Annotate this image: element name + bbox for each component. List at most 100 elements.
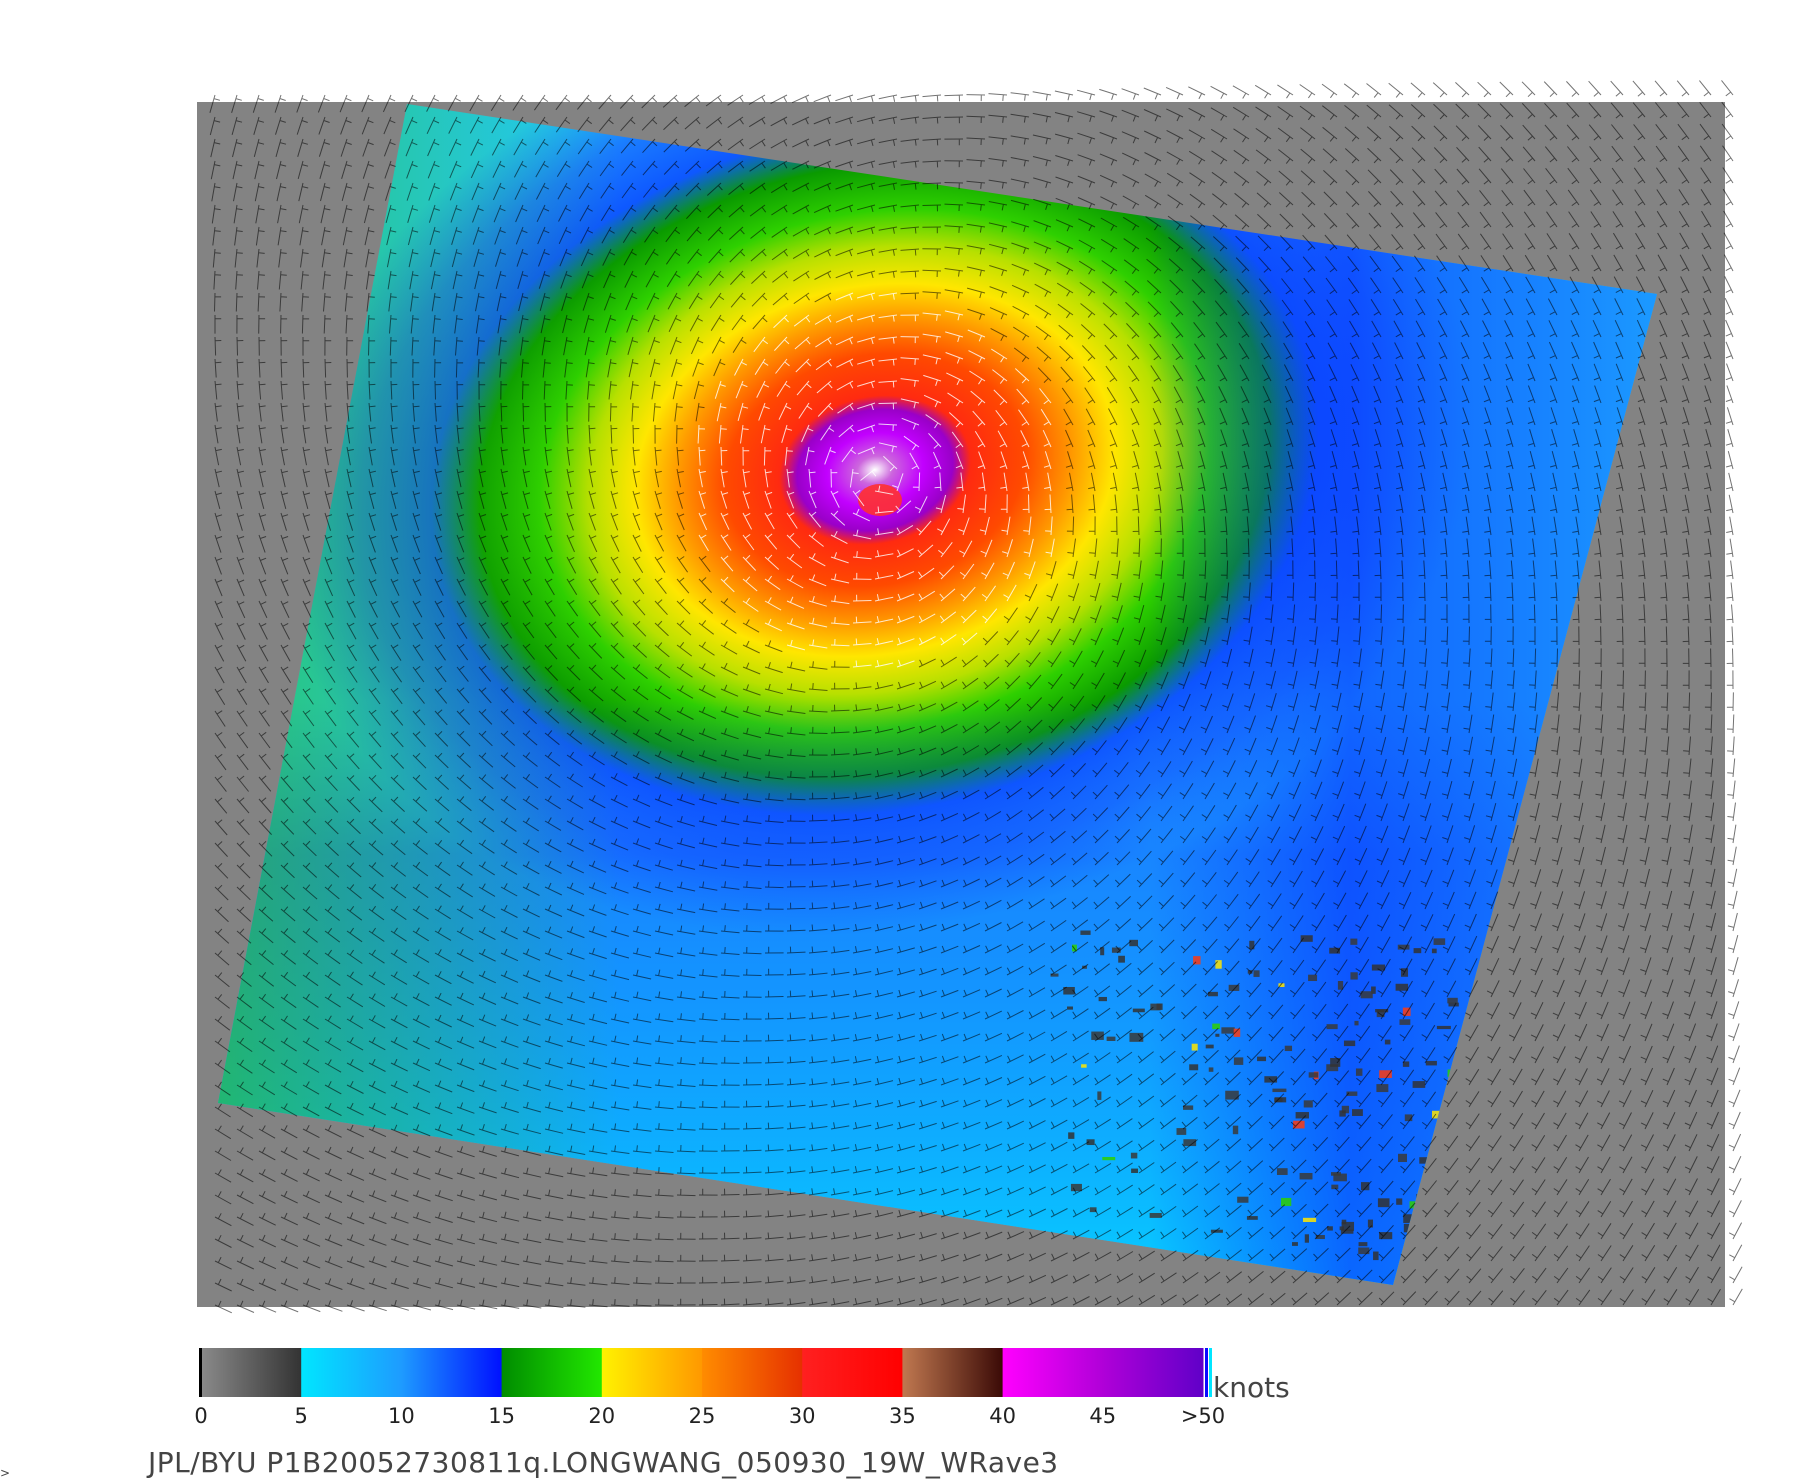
wind-barb <box>1366 104 1382 120</box>
wind-barb <box>1378 1180 1394 1196</box>
wind-barb <box>1463 692 1472 712</box>
wind-barb <box>1267 871 1282 888</box>
wind-barb <box>544 926 563 939</box>
wind-barb <box>1067 560 1078 580</box>
wind-barb <box>1006 1010 1024 1020</box>
wind-barb <box>1203 1227 1221 1240</box>
wind-barb <box>1011 263 1030 276</box>
wind-barb <box>1080 303 1096 318</box>
wind-barb <box>1726 538 1734 558</box>
wind-barb <box>299 226 309 246</box>
wind-barb <box>302 358 310 378</box>
wind-barb <box>1661 736 1670 756</box>
wind-barb <box>214 972 230 988</box>
wind-barb <box>1375 648 1384 668</box>
wind-barb <box>756 380 770 398</box>
wind-barb <box>368 1058 386 1072</box>
wind-barb <box>1203 1072 1220 1086</box>
wind-barb <box>1466 1201 1481 1218</box>
wind-barb <box>706 182 723 196</box>
wind-barb <box>1680 298 1690 316</box>
wind-barb <box>1330 472 1338 492</box>
wind-barb <box>1300 127 1316 142</box>
wind-barb <box>1213 257 1228 274</box>
rain-cell <box>1315 1235 1325 1240</box>
wind-barb <box>324 380 332 400</box>
wind-barb <box>1259 299 1272 317</box>
wind-barb <box>830 968 850 976</box>
rain-cell <box>1376 1084 1389 1093</box>
wind-barb <box>878 138 898 146</box>
wind-barb <box>588 424 596 444</box>
wind-barb <box>1597 1178 1611 1196</box>
wind-barb <box>1013 326 1030 341</box>
wind-barb <box>1087 429 1096 448</box>
wind-barb <box>1508 957 1521 976</box>
wind-barb <box>214 292 222 312</box>
wind-barb <box>209 116 221 136</box>
wind-barb <box>814 270 832 280</box>
wind-barb <box>654 620 669 637</box>
wind-barb <box>434 534 443 553</box>
wind-barb <box>1311 915 1326 932</box>
wind-barb <box>1055 176 1074 188</box>
wind-barb <box>1376 892 1390 910</box>
wind-barb <box>346 512 355 531</box>
wind-barb <box>1221 604 1231 624</box>
wind-barb <box>918 1077 937 1086</box>
wind-barb <box>434 1190 453 1202</box>
wind-barb <box>1100 196 1118 210</box>
wind-barb <box>302 1278 321 1291</box>
wind-barb <box>676 490 685 509</box>
wind-barb <box>1706 1133 1720 1152</box>
wind-barb <box>302 534 311 553</box>
wind-barb <box>498 336 507 356</box>
wind-barb <box>1280 256 1294 273</box>
wind-barb <box>610 904 629 916</box>
wind-barb <box>1305 342 1316 360</box>
wind-barb <box>1166 151 1184 165</box>
wind-barb <box>1662 1111 1676 1130</box>
wind-barb <box>389 314 397 334</box>
wind-barb <box>412 556 421 575</box>
wind-barb <box>1094 1185 1112 1196</box>
wind-barb <box>544 446 552 466</box>
wind-barb <box>1325 256 1338 273</box>
wind-barb <box>940 857 959 866</box>
wind-barb <box>1050 1274 1068 1284</box>
wind-barb <box>666 270 681 288</box>
wind-barb <box>1312 1159 1329 1174</box>
wind-barb <box>1234 192 1250 208</box>
wind-barb <box>946 372 964 386</box>
wind-barb <box>588 1057 608 1068</box>
wind-barb <box>697 424 706 444</box>
wind-barb <box>923 394 942 408</box>
wind-barb <box>1050 1230 1068 1240</box>
wind-barb <box>1069 673 1084 690</box>
wind-barb <box>390 1234 409 1246</box>
wind-barb <box>390 1124 409 1137</box>
wind-barb <box>368 490 377 510</box>
wind-barb <box>1553 1068 1567 1086</box>
wind-barb <box>1279 213 1294 230</box>
wind-barb <box>1101 281 1118 296</box>
wind-barb <box>346 775 361 791</box>
wind-barb <box>1071 852 1088 866</box>
wind-barb <box>318 116 330 135</box>
wind-barb <box>302 556 311 575</box>
wind-barb <box>1443 1113 1459 1130</box>
wind-barb <box>654 490 663 509</box>
wind-barb <box>1044 472 1052 492</box>
wind-barb <box>962 1077 981 1086</box>
wind-barb <box>279 292 288 312</box>
wind-barb <box>258 1190 276 1204</box>
wind-barb <box>588 948 607 960</box>
wind-barb <box>451 226 462 245</box>
wind-barb <box>257 292 266 312</box>
wind-barb <box>1055 219 1074 232</box>
wind-barb <box>1574 957 1587 976</box>
wind-barb <box>654 534 665 552</box>
wind-barb <box>698 1013 718 1021</box>
wind-barb <box>1550 670 1559 690</box>
wind-barb <box>1683 802 1693 822</box>
